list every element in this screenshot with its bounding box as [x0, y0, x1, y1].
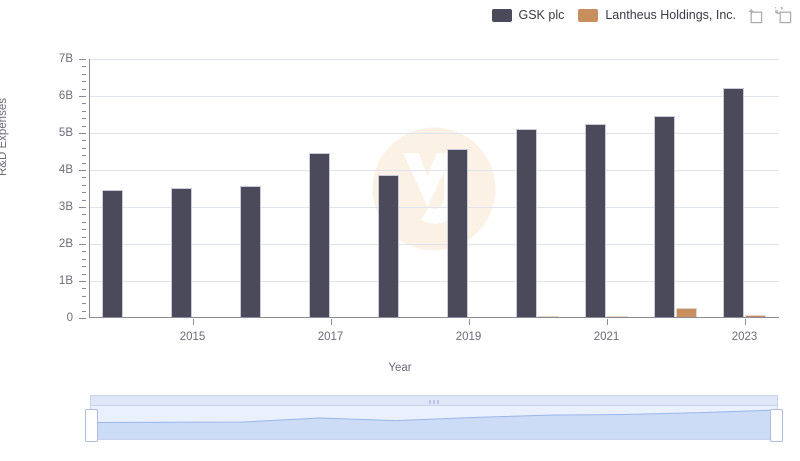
y-axis-tick-label: 2B	[58, 238, 73, 250]
gridline	[89, 59, 779, 60]
y-axis-minor-tick	[82, 81, 86, 83]
y-axis-minor-tick	[82, 155, 86, 157]
y-axis-tick	[79, 96, 86, 97]
y-axis-minor-tick	[82, 66, 86, 68]
y-axis-minor-tick	[82, 125, 86, 127]
y-axis-tick	[79, 318, 86, 319]
bar-gsk-2021[interactable]	[585, 124, 607, 318]
legend-item-lantheus[interactable]: Lantheus Holdings, Inc.	[578, 8, 736, 22]
y-axis-minor-tick	[82, 103, 86, 105]
y-axis: 0 1B 2B 3B 4B 5B 6B 7B	[0, 53, 86, 324]
y-axis-tick-label: 3B	[58, 201, 73, 213]
range-slider-preview[interactable]	[90, 406, 778, 440]
x-axis-tick	[468, 319, 470, 325]
y-axis-minor-tick	[82, 88, 86, 90]
y-axis-tick	[79, 244, 86, 245]
y-axis-tick	[79, 281, 86, 282]
y-axis-tick-label: 6B	[58, 90, 73, 102]
y-axis-tick-label: 1B	[58, 275, 73, 287]
y-axis-minor-tick	[82, 192, 86, 194]
y-axis-minor-tick	[82, 140, 86, 142]
x-axis-tick	[192, 319, 194, 325]
x-axis-title: Year	[388, 362, 412, 374]
y-axis-minor-tick	[82, 236, 86, 238]
y-axis-minor-tick	[82, 221, 86, 223]
y-axis-line	[89, 59, 90, 318]
x-axis-tick-label: 2015	[179, 331, 206, 343]
x-axis-tick-label: 2017	[317, 331, 344, 343]
range-slider-track[interactable]	[90, 395, 778, 406]
y-axis-minor-tick	[82, 303, 86, 305]
plot-background	[89, 59, 779, 318]
gridline	[89, 281, 779, 282]
chart-legend: GSK plc Lantheus Holdings, Inc.	[491, 4, 793, 26]
y-axis-tick-label: 7B	[58, 53, 73, 65]
y-axis-minor-tick	[82, 266, 86, 268]
x-axis-tick	[606, 319, 608, 325]
range-slider-right-handle[interactable]	[770, 409, 783, 442]
y-axis-minor-tick	[82, 162, 86, 164]
plot-area	[89, 59, 779, 318]
range-slider[interactable]	[85, 395, 783, 442]
x-axis-tick	[744, 319, 746, 325]
bar-lantheus-2023[interactable]	[744, 315, 766, 318]
y-axis-tick-label: 5B	[58, 127, 73, 139]
bar-gsk-2018[interactable]	[378, 174, 400, 318]
y-axis-minor-tick	[82, 258, 86, 260]
y-axis-minor-tick	[82, 288, 86, 290]
legend-swatch-gsk	[491, 8, 512, 22]
x-axis-tick-label: 2023	[731, 331, 758, 343]
y-axis-tick-label: 0	[66, 312, 73, 324]
bar-lantheus-2021[interactable]	[606, 315, 628, 318]
y-axis-minor-tick	[82, 184, 86, 186]
bar-lantheus-2022[interactable]	[675, 308, 697, 318]
x-axis-tick-label: 2021	[593, 331, 620, 343]
y-axis-tick	[79, 207, 86, 208]
y-axis-minor-tick	[82, 214, 86, 216]
y-axis-minor-tick	[82, 118, 86, 120]
legend-label-gsk: GSK plc	[518, 8, 565, 22]
y-axis-minor-tick	[82, 273, 86, 275]
x-axis-tick-label: 2019	[455, 331, 482, 343]
y-axis-minor-tick	[82, 199, 86, 201]
y-axis-tick	[79, 133, 86, 134]
y-axis-tick	[79, 59, 86, 60]
y-axis-minor-tick	[82, 295, 86, 297]
bar-gsk-2015[interactable]	[171, 187, 193, 318]
bar-gsk-2017[interactable]	[309, 152, 331, 318]
y-axis-minor-tick	[82, 110, 86, 112]
bar-gsk-2014[interactable]	[102, 190, 124, 318]
y-axis-minor-tick	[82, 310, 86, 312]
x-axis: 2015 2017 2019 2021 2023	[89, 319, 779, 345]
bar-gsk-2023[interactable]	[723, 87, 745, 318]
x-axis-line	[89, 317, 779, 318]
bar-gsk-2022[interactable]	[654, 116, 676, 318]
legend-item-gsk[interactable]: GSK plc	[491, 8, 565, 22]
y-axis-minor-tick	[82, 229, 86, 231]
gridline	[89, 207, 779, 208]
bar-gsk-2020[interactable]	[516, 129, 538, 318]
y-axis-minor-tick	[82, 177, 86, 179]
range-slider-area-chart	[91, 409, 777, 439]
legend-label-lantheus: Lantheus Holdings, Inc.	[605, 8, 736, 22]
gridline	[89, 244, 779, 245]
y-axis-minor-tick	[82, 73, 86, 75]
chart-tools	[746, 6, 792, 24]
gridline	[89, 170, 779, 171]
y-axis-tick	[79, 170, 86, 171]
y-axis-minor-tick	[82, 147, 86, 149]
y-axis-minor-tick	[82, 251, 86, 253]
legend-swatch-lantheus	[578, 8, 599, 22]
y-axis-tick-label: 4B	[58, 164, 73, 176]
gridline	[89, 96, 779, 97]
range-slider-left-handle[interactable]	[85, 409, 98, 442]
gridline	[89, 133, 779, 134]
bar-gsk-2016[interactable]	[240, 185, 262, 318]
bar-gsk-2019[interactable]	[447, 148, 469, 318]
reset-zoom-icon[interactable]	[775, 6, 792, 24]
range-slider-grip[interactable]	[429, 400, 439, 404]
add-series-icon[interactable]	[746, 7, 763, 24]
x-axis-tick	[330, 319, 332, 325]
